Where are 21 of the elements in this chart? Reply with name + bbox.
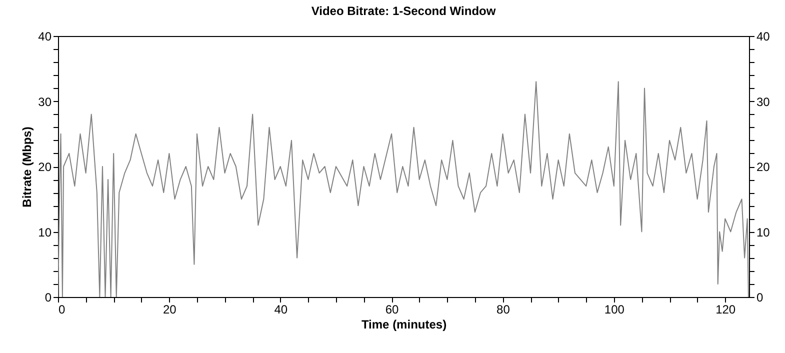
x-tick-label: 0: [58, 302, 66, 316]
y2-tick-label: 40: [756, 30, 770, 44]
x-tick-label: 40: [274, 302, 288, 316]
y-tick-label: 40: [38, 30, 52, 44]
y-tick-label: 10: [38, 225, 52, 240]
y-tick-label: 30: [38, 94, 52, 109]
y2-tick-label: 20: [756, 160, 770, 174]
x-tick-label: 20: [163, 302, 177, 316]
x-tick-label: 100: [604, 302, 625, 316]
chart-title: Video Bitrate: 1-Second Window: [311, 4, 496, 18]
x-axis-title: Time (minutes): [361, 318, 447, 332]
y-tick-label: 0: [44, 290, 52, 304]
x-tick-label: 120: [716, 302, 736, 316]
y2-tick-label: 10: [756, 225, 770, 240]
x-tick-label: 80: [496, 302, 510, 316]
y-tick-label: 20: [38, 160, 52, 174]
y-axis-title: Bitrate (Mbps): [20, 126, 34, 208]
x-tick-label: 60: [385, 302, 400, 316]
y2-tick-label: 30: [756, 94, 770, 109]
line-series: [58, 81, 749, 297]
y2-tick-label: 0: [756, 290, 764, 304]
